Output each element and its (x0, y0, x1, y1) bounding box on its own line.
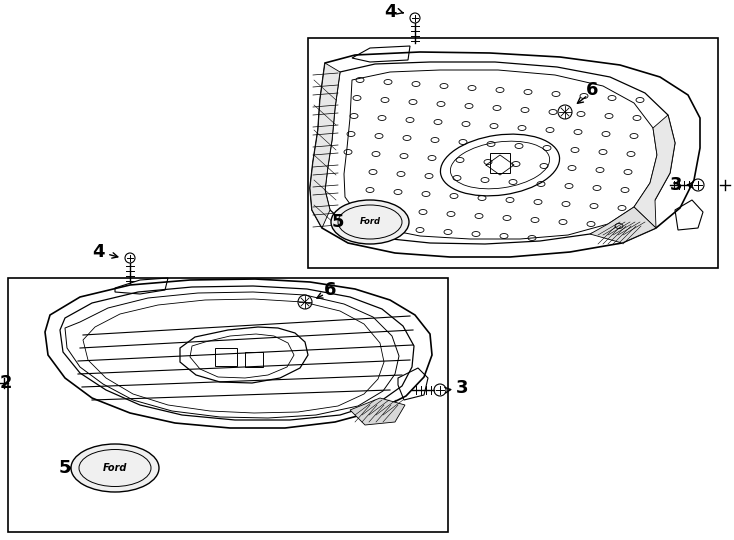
Polygon shape (310, 63, 340, 228)
Bar (245, 352, 263, 367)
Ellipse shape (71, 444, 159, 492)
Text: 5: 5 (59, 459, 71, 477)
Polygon shape (350, 398, 405, 425)
Polygon shape (634, 115, 675, 228)
Text: 3: 3 (456, 379, 468, 397)
Bar (490, 153, 510, 173)
Bar (215, 348, 237, 366)
Text: 5: 5 (332, 213, 344, 231)
Text: 4: 4 (384, 3, 396, 21)
Ellipse shape (331, 200, 409, 244)
Text: 3: 3 (669, 176, 682, 194)
Text: Ford: Ford (103, 463, 127, 473)
Polygon shape (590, 207, 656, 243)
Text: 2: 2 (0, 374, 12, 392)
Text: 6: 6 (586, 81, 598, 99)
Text: 4: 4 (92, 243, 104, 261)
Text: 6: 6 (324, 281, 336, 299)
Text: Ford: Ford (360, 218, 380, 226)
Bar (308, 38, 718, 268)
Bar (8, 278, 448, 532)
Text: 1: 1 (732, 176, 734, 194)
